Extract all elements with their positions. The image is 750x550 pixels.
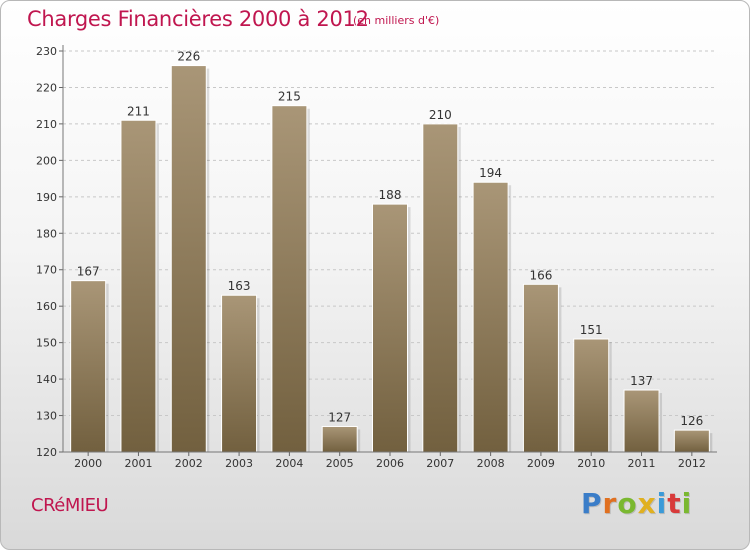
y-tick-label: 140 [36, 373, 57, 386]
y-tick-label: 210 [36, 118, 57, 131]
chart-title: Charges Financières 2000 à 2012 [27, 7, 369, 31]
x-tick-label: 2012 [678, 457, 706, 470]
data-label: 188 [379, 188, 402, 202]
bar-2012 [673, 429, 710, 453]
bar-2000 [70, 280, 107, 453]
bar-2008 [472, 181, 509, 453]
data-label: 194 [479, 166, 502, 180]
data-label: 126 [680, 414, 703, 428]
logo-letter: x [637, 487, 657, 520]
y-tick-label: 220 [36, 81, 57, 94]
y-tick-label: 160 [36, 300, 57, 313]
bars: 167 211 226 163 215 127 188 210 194 166 151 137 126 [70, 50, 713, 453]
bar-2001 [120, 119, 157, 453]
y-tick-label: 150 [36, 337, 57, 350]
x-tick-label: 2001 [124, 457, 152, 470]
y-tick-label: 190 [36, 191, 57, 204]
y-tick-label: 230 [36, 45, 57, 58]
x-tick-label: 2011 [628, 457, 656, 470]
y-tick-label: 180 [36, 227, 57, 240]
bar-2007 [422, 123, 459, 453]
bar-chart: 167211226163215127188210194166151137126 … [36, 45, 717, 470]
bar-2009 [522, 283, 559, 453]
bar-2010 [573, 338, 610, 453]
logo-letter: o [617, 487, 638, 520]
x-tick-label: 2006 [376, 457, 404, 470]
unit-note: (en milliers d'€) [353, 14, 440, 27]
bar-2003 [221, 294, 258, 453]
data-label: 167 [77, 265, 100, 279]
data-label: 226 [177, 50, 200, 64]
axes: 120 130 140 150 160 170 180 190 200 210 220 230 2000… [36, 45, 717, 470]
x-tick-label: 2000 [74, 457, 102, 470]
bar-2004 [271, 105, 308, 453]
x-tick-label: 2004 [275, 457, 303, 470]
logo-letter: P [581, 487, 603, 520]
x-tick-label: 2002 [175, 457, 203, 470]
x-tick-label: 2007 [426, 457, 454, 470]
data-label: 163 [228, 279, 251, 293]
data-label: 137 [630, 374, 653, 388]
proxiti-logo: Proxiti [581, 487, 692, 520]
logo-letter: t [667, 487, 682, 520]
bar-2006 [372, 203, 408, 453]
y-tick-label: 130 [36, 410, 57, 423]
bar-2011 [623, 389, 660, 453]
x-tick-label: 2005 [326, 457, 354, 470]
y-tick-label: 120 [36, 446, 57, 459]
logo-letter: i [681, 487, 693, 520]
data-label: 211 [127, 104, 150, 118]
logo-letter: r [602, 487, 618, 520]
y-tick-label: 200 [36, 154, 57, 167]
logo-letter: i [656, 487, 668, 520]
x-tick-label: 2008 [477, 457, 505, 470]
x-tick-label: 2003 [225, 457, 253, 470]
bar-2005 [321, 425, 358, 453]
data-label: 166 [529, 268, 552, 282]
x-tick-label: 2009 [527, 457, 555, 470]
y-tick-label: 170 [36, 264, 57, 277]
data-label: 215 [278, 90, 301, 104]
bar-2002 [170, 65, 207, 453]
data-label: 210 [429, 108, 452, 122]
x-tick-label: 2010 [577, 457, 605, 470]
commune-name: CRéMIEU [31, 495, 109, 516]
data-label: 151 [580, 323, 603, 337]
data-label: 127 [328, 410, 351, 424]
